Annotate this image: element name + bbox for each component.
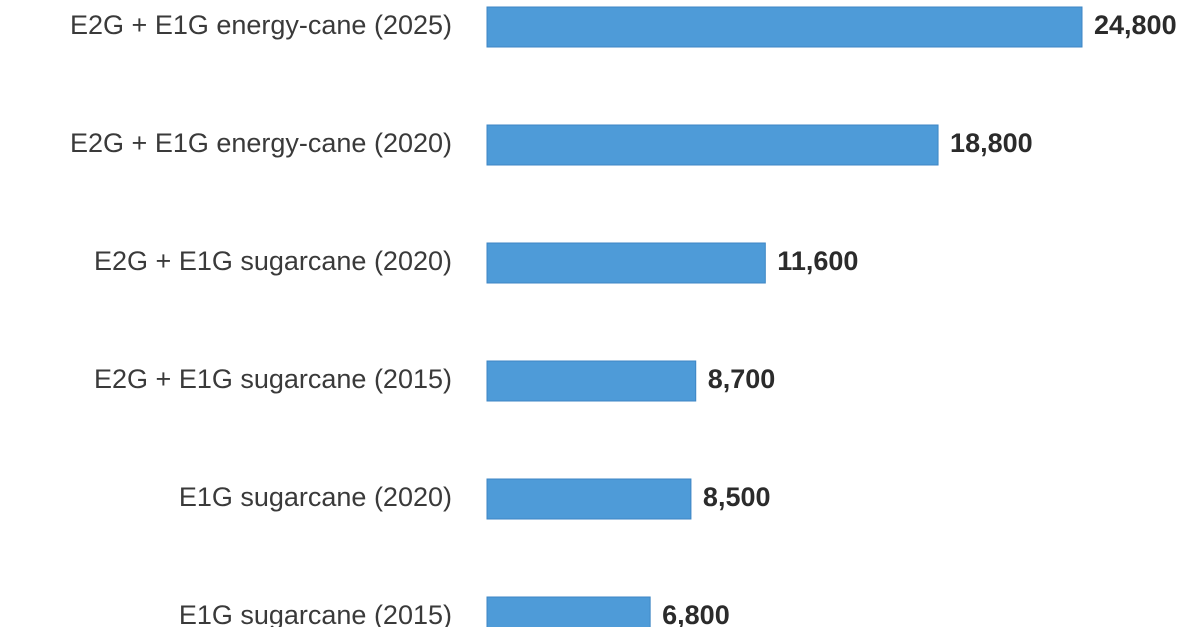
bar-1 — [486, 124, 939, 166]
category-labels-layer: E2G + E1G energy-cane (2025) E2G + E1G en… — [70, 10, 452, 627]
category-label-5: E1G sugarcane (2015) — [179, 600, 452, 627]
category-label-1: E2G + E1G energy-cane (2020) — [70, 128, 452, 158]
value-label-4: 8,500 — [703, 482, 771, 512]
bars-layer — [486, 6, 1083, 627]
bar-4 — [486, 478, 692, 520]
category-label-0: E2G + E1G energy-cane (2025) — [70, 10, 452, 40]
bar-0 — [486, 6, 1083, 48]
value-labels-layer: 24,800 18,800 11,600 8,700 8,500 6,800 — [662, 10, 1176, 627]
category-label-4: E1G sugarcane (2020) — [179, 482, 452, 512]
value-label-2: 11,600 — [777, 246, 858, 276]
value-label-1: 18,800 — [950, 128, 1033, 158]
bar-2 — [486, 242, 766, 284]
value-label-3: 8,700 — [708, 364, 776, 394]
value-label-0: 24,800 — [1094, 10, 1177, 40]
category-label-2: E2G + E1G sugarcane (2020) — [94, 246, 452, 276]
bar-5 — [486, 596, 651, 627]
category-label-3: E2G + E1G sugarcane (2015) — [94, 364, 452, 394]
bar-3 — [486, 360, 697, 402]
value-label-5: 6,800 — [662, 600, 730, 627]
